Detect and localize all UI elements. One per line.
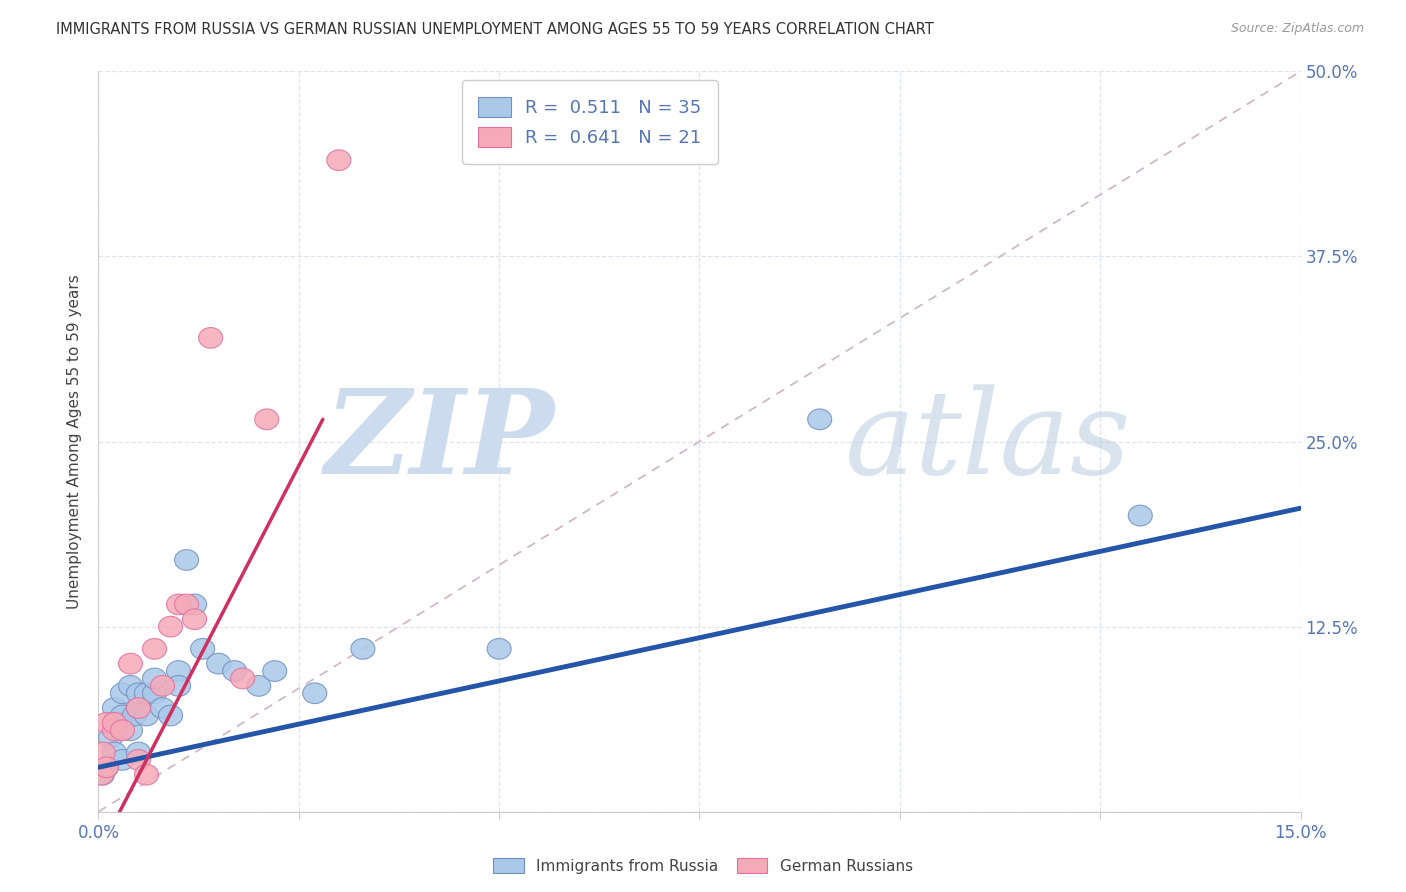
Text: IMMIGRANTS FROM RUSSIA VS GERMAN RUSSIAN UNEMPLOYMENT AMONG AGES 55 TO 59 YEARS : IMMIGRANTS FROM RUSSIA VS GERMAN RUSSIAN… bbox=[56, 22, 934, 37]
Legend: R =  0.511   N = 35, R =  0.641   N = 21: R = 0.511 N = 35, R = 0.641 N = 21 bbox=[463, 80, 718, 163]
Text: Source: ZipAtlas.com: Source: ZipAtlas.com bbox=[1230, 22, 1364, 36]
Y-axis label: Unemployment Among Ages 55 to 59 years: Unemployment Among Ages 55 to 59 years bbox=[67, 274, 83, 609]
Text: atlas: atlas bbox=[844, 384, 1130, 499]
Legend: Immigrants from Russia, German Russians: Immigrants from Russia, German Russians bbox=[488, 852, 918, 880]
Text: ZIP: ZIP bbox=[325, 384, 555, 499]
